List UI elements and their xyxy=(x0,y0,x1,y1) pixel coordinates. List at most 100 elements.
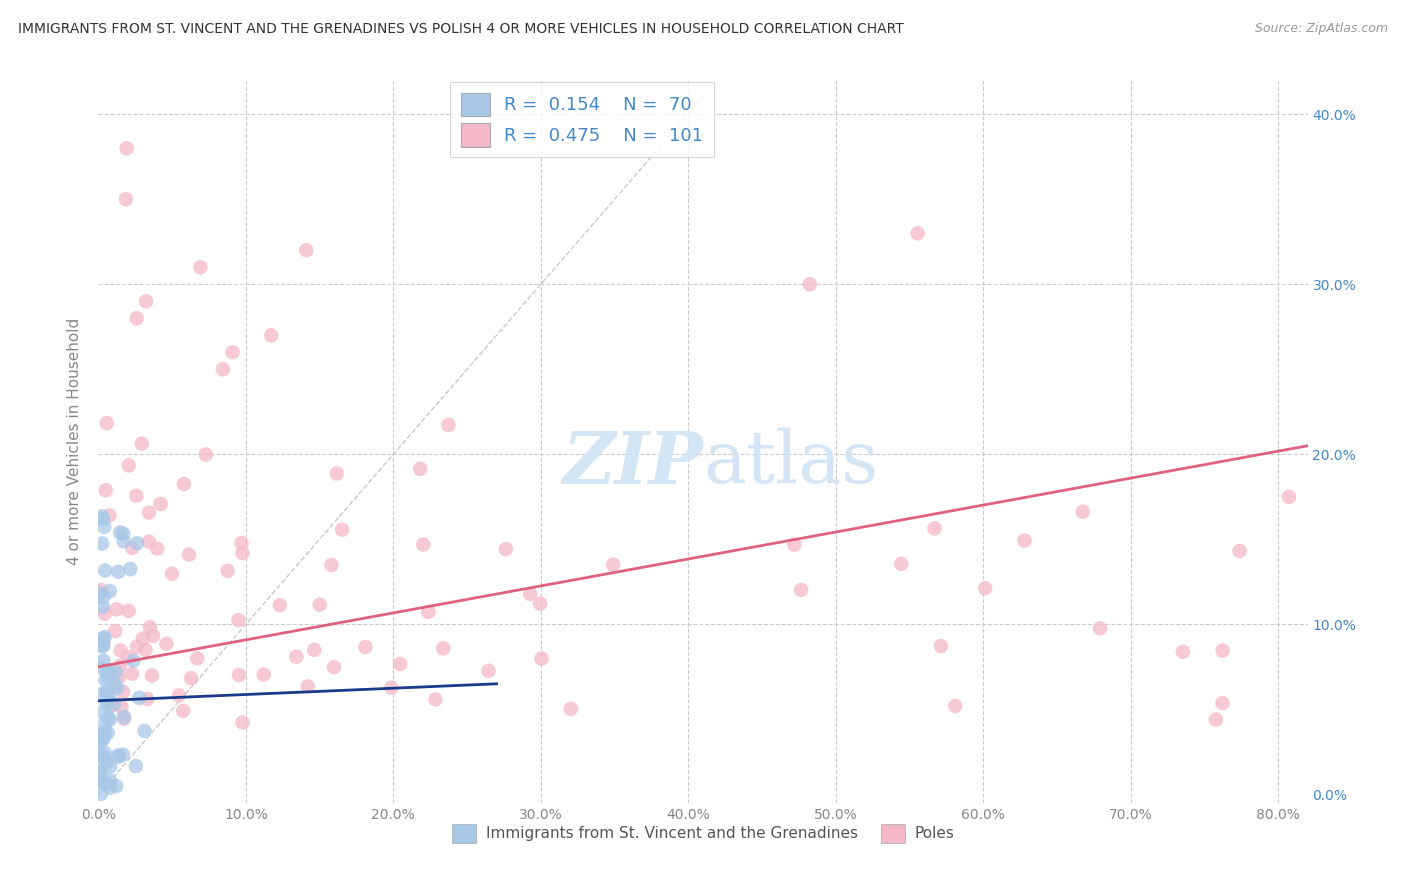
Point xyxy=(602,558,624,572)
Point xyxy=(330,523,353,537)
Point xyxy=(117,650,139,665)
Point xyxy=(302,643,325,657)
Point xyxy=(111,747,134,762)
Point xyxy=(98,780,121,795)
Point xyxy=(112,534,135,549)
Point xyxy=(96,697,118,711)
Point xyxy=(432,641,454,656)
Point xyxy=(308,598,330,612)
Point xyxy=(105,602,128,616)
Point xyxy=(91,706,114,720)
Point xyxy=(93,632,115,646)
Point xyxy=(89,727,111,741)
Legend: Immigrants from St. Vincent and the Grenadines, Poles: Immigrants from St. Vincent and the Gren… xyxy=(446,817,960,849)
Point xyxy=(172,704,194,718)
Point xyxy=(90,733,112,747)
Point xyxy=(295,244,318,258)
Point xyxy=(121,666,143,681)
Text: Source: ZipAtlas.com: Source: ZipAtlas.com xyxy=(1254,22,1388,36)
Point xyxy=(98,508,121,523)
Point xyxy=(122,653,145,667)
Point xyxy=(110,643,132,657)
Point xyxy=(94,564,117,578)
Point xyxy=(135,294,157,309)
Point xyxy=(103,697,125,711)
Point xyxy=(425,692,447,706)
Point xyxy=(495,542,517,557)
Point xyxy=(354,640,377,654)
Point xyxy=(138,534,160,549)
Point xyxy=(110,700,132,714)
Point xyxy=(1229,544,1251,558)
Point xyxy=(167,689,190,703)
Point xyxy=(91,512,114,526)
Point xyxy=(94,673,117,688)
Point xyxy=(131,436,153,450)
Point xyxy=(529,597,551,611)
Point xyxy=(160,566,183,581)
Point xyxy=(90,661,112,675)
Point xyxy=(112,712,135,726)
Point xyxy=(125,640,148,654)
Point xyxy=(232,715,254,730)
Point xyxy=(437,417,460,432)
Point xyxy=(91,599,114,614)
Point xyxy=(93,520,115,534)
Point xyxy=(125,489,148,503)
Point xyxy=(1088,621,1111,635)
Point xyxy=(90,639,112,653)
Point xyxy=(96,664,118,678)
Point xyxy=(93,630,115,644)
Point xyxy=(1205,713,1227,727)
Point xyxy=(111,684,134,698)
Point xyxy=(93,607,115,621)
Point xyxy=(790,582,813,597)
Point xyxy=(90,638,112,652)
Point xyxy=(217,564,239,578)
Point xyxy=(519,587,541,601)
Point xyxy=(105,779,128,793)
Point xyxy=(285,649,308,664)
Point xyxy=(1071,505,1094,519)
Point xyxy=(96,692,118,706)
Point xyxy=(107,748,129,763)
Point xyxy=(974,581,997,595)
Point xyxy=(190,260,212,275)
Point xyxy=(139,620,162,634)
Point xyxy=(93,725,115,739)
Point xyxy=(1212,643,1234,657)
Point xyxy=(924,521,946,535)
Point xyxy=(97,726,120,740)
Point xyxy=(180,671,202,685)
Point xyxy=(89,586,111,600)
Point xyxy=(118,458,141,473)
Point xyxy=(146,541,169,556)
Point xyxy=(94,776,117,790)
Point xyxy=(799,277,821,292)
Point xyxy=(389,657,412,671)
Point xyxy=(93,746,115,760)
Point xyxy=(96,669,118,683)
Point xyxy=(91,686,114,700)
Point xyxy=(91,749,114,764)
Point xyxy=(90,774,112,789)
Point xyxy=(321,558,343,572)
Point xyxy=(96,756,118,770)
Point xyxy=(943,698,966,713)
Point xyxy=(112,526,135,541)
Point xyxy=(104,677,127,691)
Point xyxy=(108,670,131,684)
Point xyxy=(128,690,150,705)
Point xyxy=(269,599,291,613)
Point xyxy=(104,624,127,638)
Point xyxy=(91,639,114,653)
Point xyxy=(107,565,129,579)
Point xyxy=(115,192,138,206)
Point xyxy=(1211,696,1233,710)
Point xyxy=(96,416,118,430)
Point xyxy=(89,772,111,786)
Point xyxy=(231,546,253,560)
Point xyxy=(177,548,200,562)
Text: ZIP: ZIP xyxy=(562,428,703,499)
Point xyxy=(253,667,276,681)
